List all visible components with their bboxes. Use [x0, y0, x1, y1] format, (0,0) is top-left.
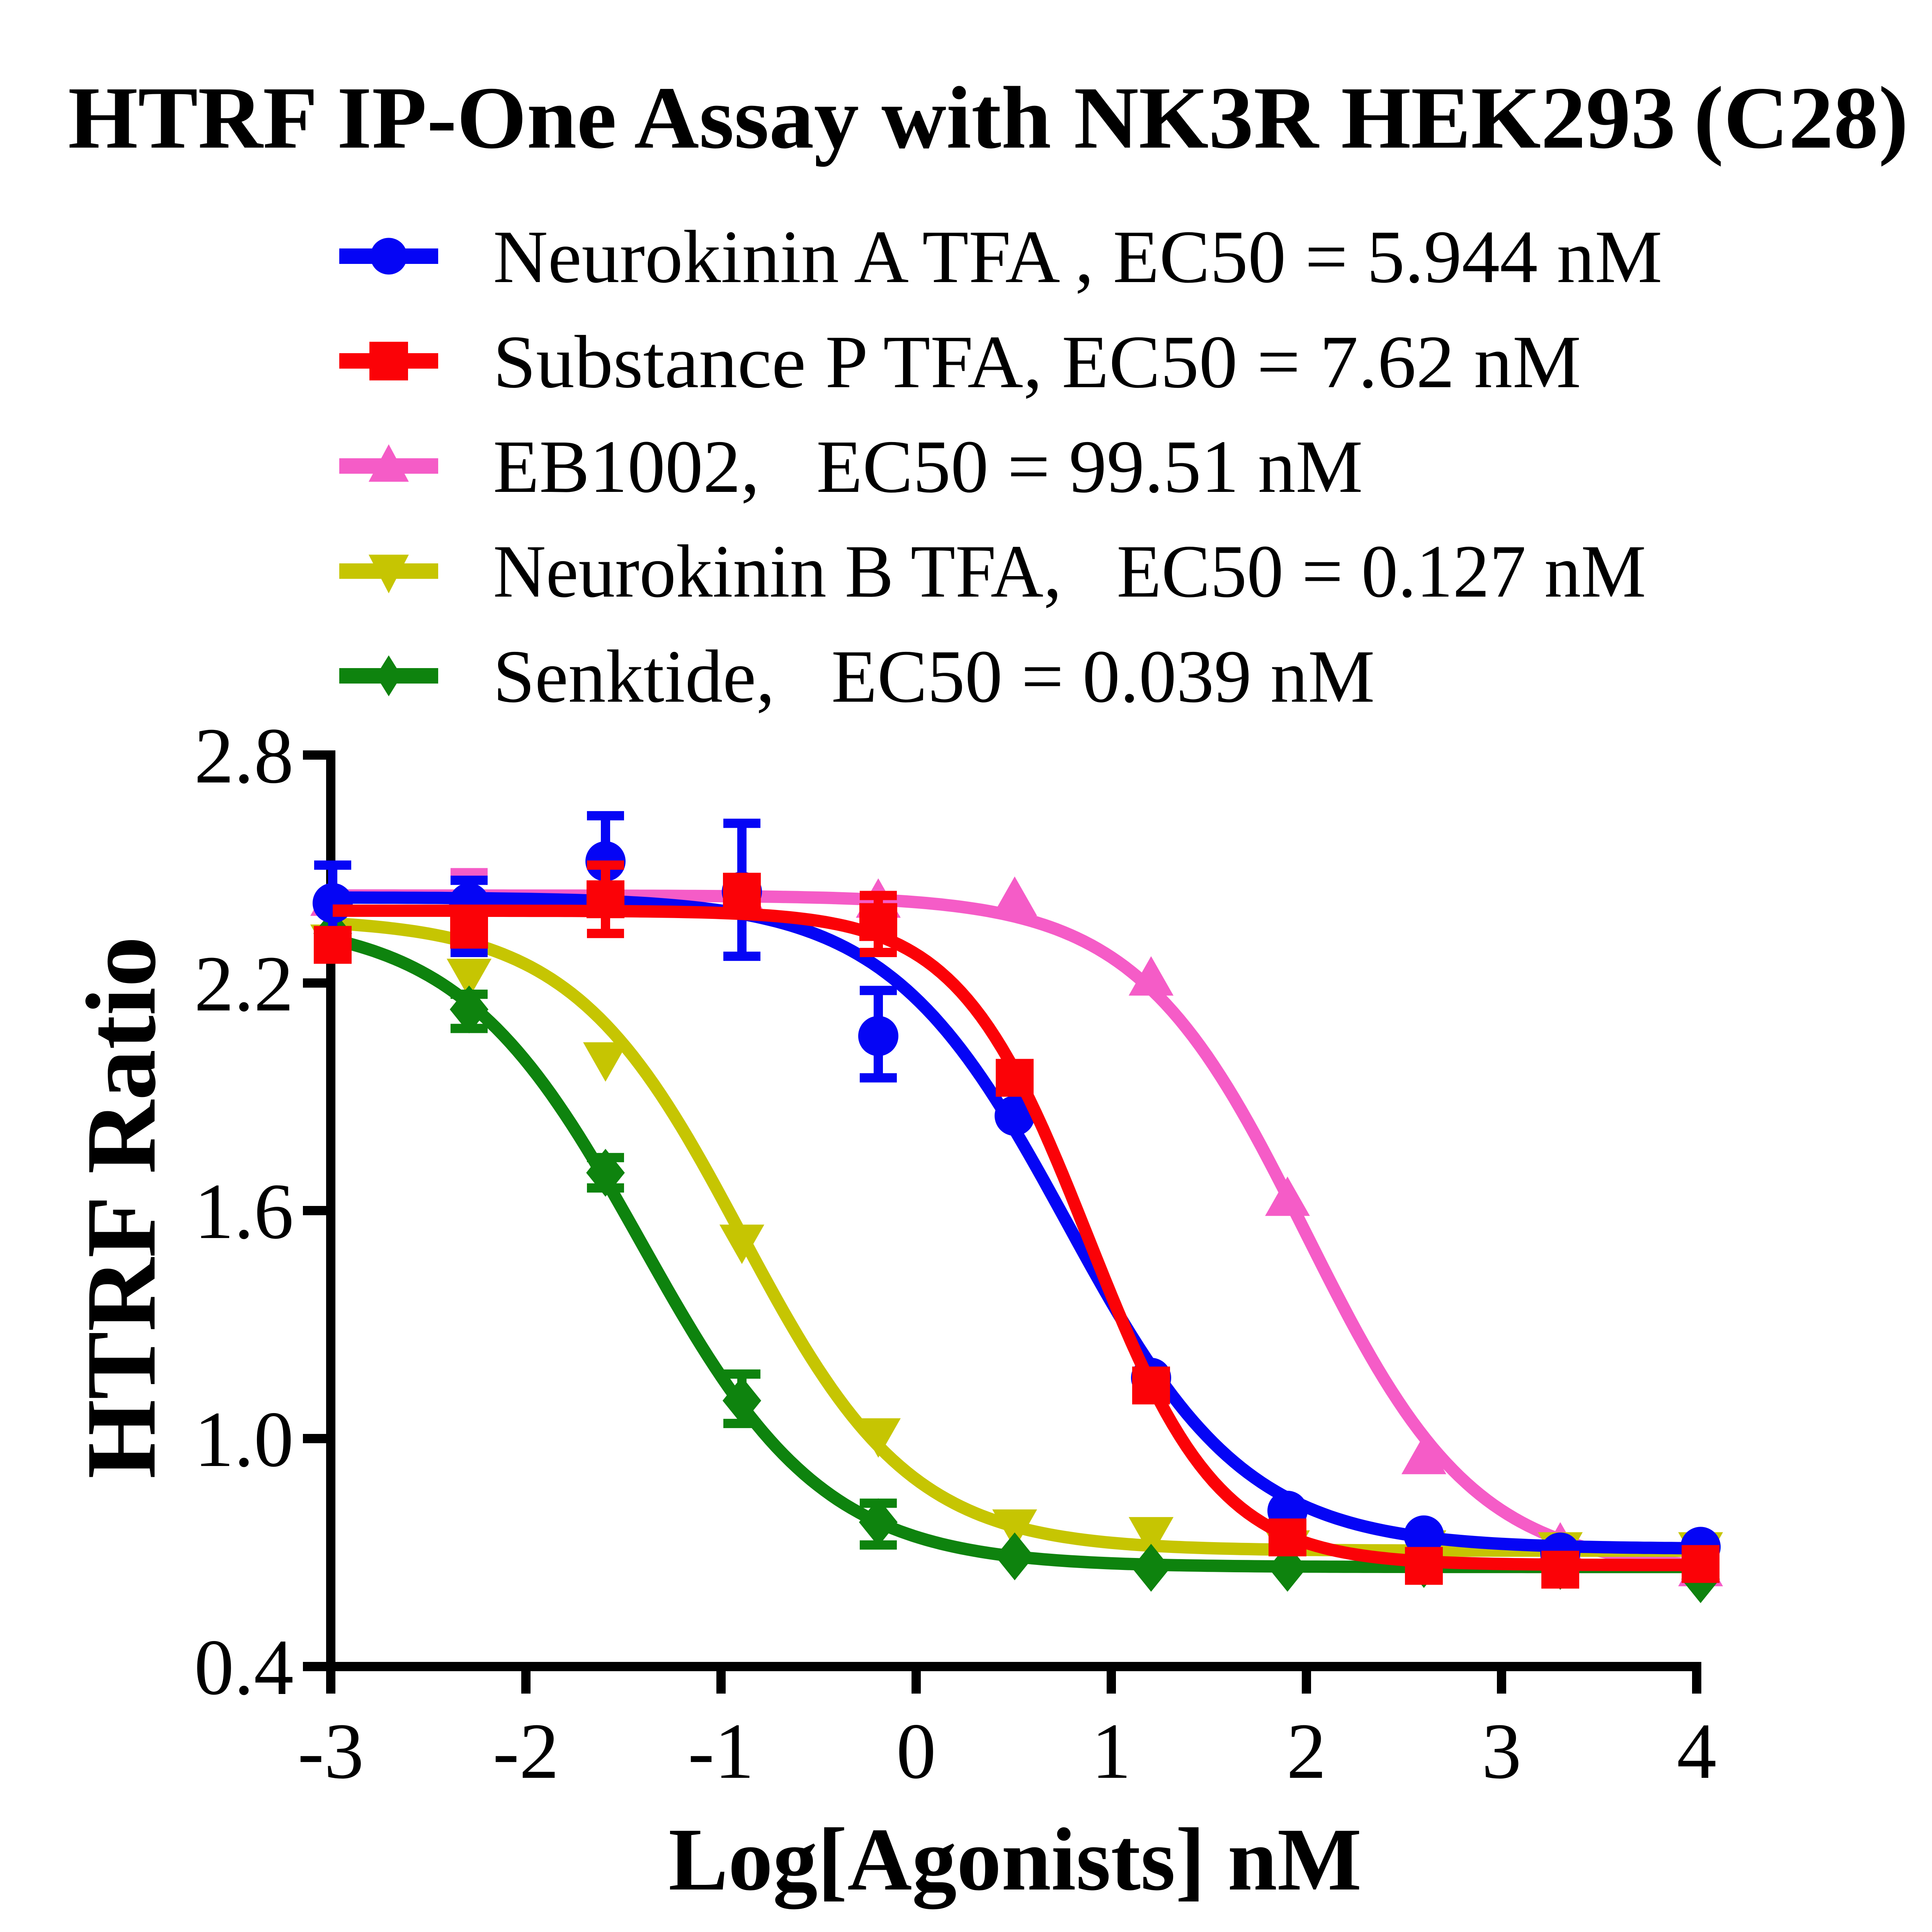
svg-text:1.6: 1.6: [194, 1167, 294, 1255]
svg-text:1: 1: [1092, 1707, 1131, 1795]
svg-text:2.2: 2.2: [194, 939, 294, 1028]
svg-text:3: 3: [1482, 1707, 1522, 1795]
svg-text:Neurokinin A TFA , EC50 = 5.94: Neurokinin A TFA , EC50 = 5.944 nM: [493, 215, 1662, 299]
svg-text:EB1002, EC50 = 99.51 nM: EB1002, EC50 = 99.51 nM: [493, 425, 1363, 509]
svg-text:-3: -3: [298, 1707, 364, 1795]
svg-text:HTRF IP-One Assay with NK3R HE: HTRF IP-One Assay with NK3R HEK293 (C28): [68, 68, 1908, 167]
svg-text:Neurokinin B TFA, EC50 = 0.12: Neurokinin B TFA, EC50 = 0.127 nM: [493, 530, 1646, 613]
svg-text:-1: -1: [688, 1707, 754, 1795]
svg-text:4: 4: [1677, 1707, 1717, 1795]
svg-text:1.0: 1.0: [194, 1395, 294, 1483]
svg-text:Log[Agonists] nM: Log[Agonists] nM: [668, 1810, 1362, 1909]
svg-text:-2: -2: [493, 1707, 559, 1795]
svg-text:Senktide, EC50 = 0.039 nM: Senktide, EC50 = 0.039 nM: [493, 635, 1375, 718]
svg-text:2: 2: [1287, 1707, 1327, 1795]
svg-text:2.8: 2.8: [194, 711, 294, 800]
svg-text:0: 0: [896, 1707, 936, 1795]
svg-text:HTRF Ratio: HTRF Ratio: [66, 936, 176, 1479]
svg-text:Substance P TFA, EC50 = 7.62 n: Substance P TFA, EC50 = 7.62 nM: [493, 320, 1581, 404]
svg-text:0.4: 0.4: [194, 1623, 294, 1711]
